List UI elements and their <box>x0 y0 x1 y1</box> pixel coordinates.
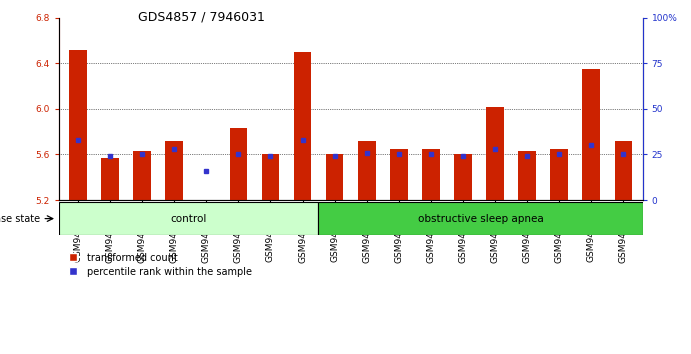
Bar <box>319 202 643 235</box>
Bar <box>390 149 408 200</box>
Bar <box>133 151 151 200</box>
Bar <box>358 141 375 200</box>
Bar <box>165 141 183 200</box>
Bar <box>294 52 312 200</box>
Bar <box>326 154 343 200</box>
Bar <box>102 158 119 200</box>
Bar <box>229 128 247 200</box>
Bar <box>454 154 472 200</box>
Bar <box>422 149 439 200</box>
Text: control: control <box>170 213 207 224</box>
Bar <box>486 107 504 200</box>
Bar <box>262 154 279 200</box>
Legend: transformed count, percentile rank within the sample: transformed count, percentile rank withi… <box>64 253 252 276</box>
Text: GDS4857 / 7946031: GDS4857 / 7946031 <box>138 11 265 24</box>
Bar <box>59 202 319 235</box>
Text: disease state: disease state <box>0 213 40 224</box>
Bar <box>551 149 568 200</box>
Bar <box>614 141 632 200</box>
Text: obstructive sleep apnea: obstructive sleep apnea <box>417 213 543 224</box>
Bar <box>69 50 87 200</box>
Bar <box>583 69 600 200</box>
Bar <box>518 151 536 200</box>
